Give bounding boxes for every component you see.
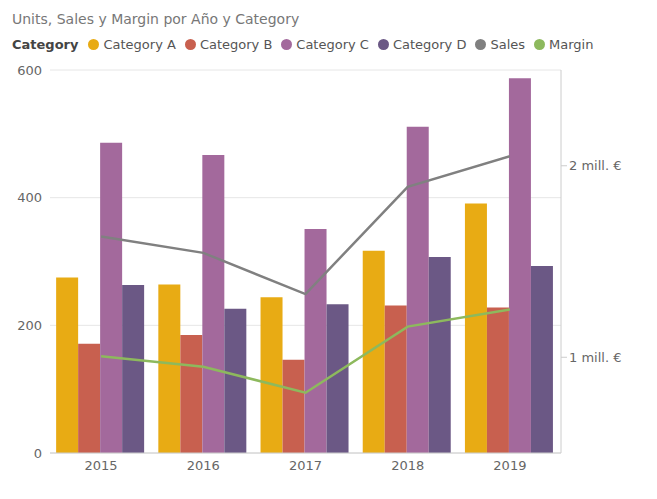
svg-text:2016: 2016: [187, 458, 220, 473]
html-text:Category C: Category C: [296, 36, 369, 52]
svg-text:2019: 2019: [493, 458, 526, 473]
svg-text:2018: 2018: [391, 458, 424, 473]
svg-text:1 mill. €: 1 mill. €: [569, 350, 621, 365]
svg-text:400: 400: [17, 190, 42, 205]
html-text:Sales: Sales: [490, 36, 526, 52]
svg-text:2015: 2015: [85, 458, 118, 473]
html-text:Margin: Margin: [549, 36, 594, 52]
svg-text:2 mill. €: 2 mill. €: [569, 158, 621, 173]
html-text:Category D: Category D: [392, 36, 467, 52]
html-text:Units, Sales y Margin por Año: Units, Sales y Margin por Año y Category: [12, 11, 300, 27]
svg-text:2017: 2017: [289, 458, 322, 473]
svg-text:600: 600: [17, 63, 42, 78]
html-text:Category: Category: [12, 36, 79, 52]
html-text:Category A: Category A: [103, 36, 176, 52]
svg-text:0: 0: [34, 446, 42, 461]
html-text:Category B: Category B: [199, 36, 273, 52]
svg-text:200: 200: [17, 318, 42, 333]
